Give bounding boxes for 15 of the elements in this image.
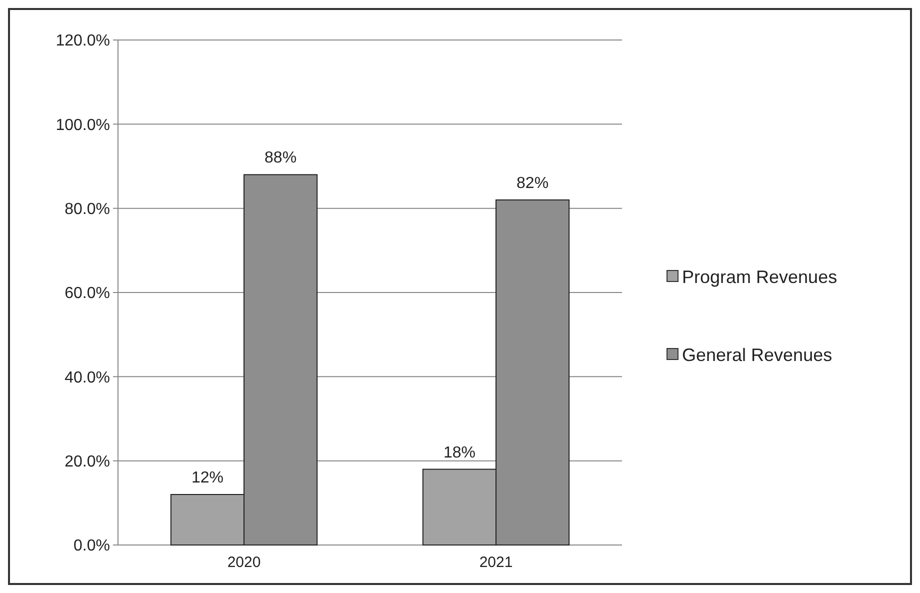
y-tick-label: 20.0% [64,453,110,470]
y-tick-label: 60.0% [64,285,110,302]
data-label: 82% [516,174,549,192]
legend-label: General Revenues [682,344,832,365]
y-tick-label: 0.0% [74,538,110,555]
y-tick-label: 100.0% [56,116,110,134]
x-tick-label: 2020 [227,554,261,571]
y-tick-label: 40.0% [64,369,110,386]
x-tick-label: 2021 [479,554,513,571]
data-label: 88% [264,150,297,167]
y-tick-label: 80.0% [64,200,110,218]
data-label: 18% [443,444,476,462]
legend-label: Program Revenues [682,266,838,287]
y-tick-label: 120.0% [56,32,110,50]
data-label: 12% [191,470,224,486]
